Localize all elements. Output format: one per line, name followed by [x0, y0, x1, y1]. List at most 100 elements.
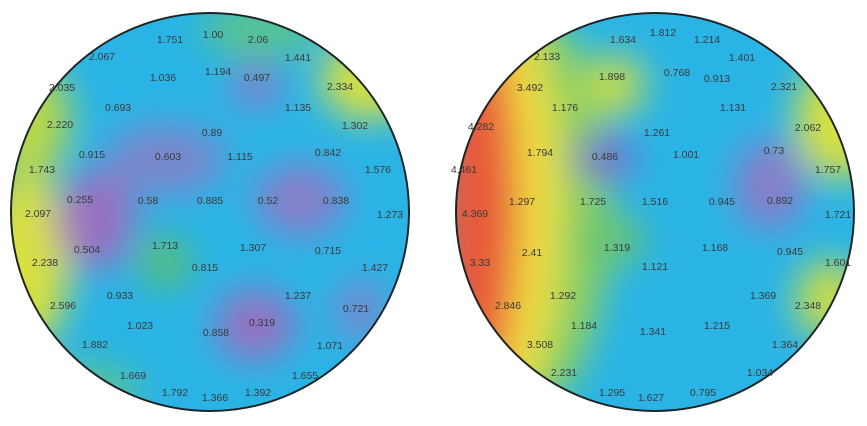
point-label: 1.713 — [152, 240, 178, 252]
point-label: 1.392 — [245, 387, 271, 399]
point-label: 0.73 — [764, 145, 785, 157]
point-label: 0.933 — [107, 290, 133, 302]
point-label: 1.401 — [729, 52, 755, 64]
point-label: 1.319 — [604, 242, 630, 254]
point-label: 2.133 — [534, 51, 560, 63]
point-label: 2.41 — [522, 247, 543, 259]
point-label: 1.292 — [550, 290, 576, 302]
point-label: 1.743 — [29, 164, 55, 176]
point-label: 1.812 — [650, 27, 676, 39]
point-label: 0.885 — [197, 195, 223, 207]
point-label: 1.131 — [720, 102, 746, 114]
point-label: 1.441 — [285, 52, 311, 64]
point-label: 0.815 — [192, 262, 218, 274]
point-label: 2.220 — [47, 119, 73, 131]
point-label: 2.062 — [795, 122, 821, 134]
point-label: 3.508 — [527, 339, 553, 351]
wafer-maps: 1.751 1.00 2.06 2.067 1.441 1.036 1.194 0.497 2.… — [0, 0, 867, 421]
point-label: 0.721 — [343, 303, 369, 315]
point-label: 2.097 — [25, 208, 51, 220]
point-label: 0.89 — [202, 127, 223, 139]
point-label: 1.341 — [640, 326, 666, 338]
point-label: 0.497 — [244, 72, 270, 84]
point-label: 1.307 — [240, 242, 266, 254]
point-label: 1.121 — [642, 261, 668, 273]
point-label: 0.52 — [258, 195, 279, 207]
point-label: 1.215 — [704, 320, 730, 332]
right-map — [438, 0, 867, 421]
point-label: 2.596 — [50, 300, 76, 312]
point-label: 1.168 — [702, 242, 728, 254]
point-label: 0.715 — [315, 245, 341, 257]
point-label: 2.321 — [771, 81, 797, 93]
point-label: 2.846 — [495, 300, 521, 312]
point-label: 1.898 — [599, 71, 625, 83]
point-label: 0.795 — [690, 387, 716, 399]
point-label: 1.364 — [772, 339, 798, 351]
point-label: 0.945 — [709, 196, 735, 208]
point-label: 0.945 — [777, 246, 803, 258]
point-label: 1.115 — [227, 151, 253, 163]
point-label: 0.892 — [767, 195, 793, 207]
point-label: 0.768 — [664, 67, 690, 79]
point-label: 1.034 — [747, 367, 773, 379]
point-label: 1.792 — [162, 387, 188, 399]
point-label: 1.369 — [750, 290, 776, 302]
point-label: 1.757 — [815, 164, 841, 176]
point-label: 2.06 — [248, 34, 269, 46]
point-label: 1.071 — [317, 340, 343, 352]
point-label: 1.794 — [527, 147, 553, 159]
point-label: 1.669 — [120, 370, 146, 382]
point-label: 0.319 — [249, 317, 275, 329]
point-label: 1.302 — [342, 120, 368, 132]
point-label: 2.067 — [89, 51, 115, 63]
point-label: 2.348 — [795, 300, 821, 312]
point-label: 3.492 — [517, 82, 543, 94]
point-label: 0.913 — [704, 73, 730, 85]
point-label: 1.634 — [610, 34, 636, 46]
point-label: 1.516 — [642, 196, 668, 208]
point-label: 1.627 — [638, 392, 664, 404]
point-label: 1.655 — [292, 370, 318, 382]
point-label: 2.231 — [551, 367, 577, 379]
point-label: 1.261 — [644, 127, 670, 139]
point-label: 2.238 — [32, 257, 58, 269]
point-label: 0.486 — [592, 151, 618, 163]
point-label: 4.369 — [462, 208, 488, 220]
point-label: 1.273 — [377, 209, 403, 221]
point-label: 4.282 — [468, 121, 494, 133]
point-label: 4.461 — [451, 164, 477, 176]
point-label: 0.915 — [79, 149, 105, 161]
point-label: 0.504 — [74, 244, 100, 256]
point-label: 1.721 — [825, 209, 851, 221]
point-label: 1.001 — [673, 149, 699, 161]
point-label: 1.882 — [82, 339, 108, 351]
point-label: 2.334 — [327, 81, 353, 93]
point-label: 1.427 — [362, 262, 388, 274]
point-label: 0.603 — [155, 151, 181, 163]
point-label: 1.576 — [365, 164, 391, 176]
point-label: 1.194 — [205, 66, 231, 78]
point-label: 1.023 — [127, 320, 153, 332]
point-label: 0.255 — [67, 194, 93, 206]
point-label: 1.036 — [150, 72, 176, 84]
point-label: 0.58 — [138, 195, 159, 207]
point-label: 0.842 — [315, 147, 341, 159]
left-map — [0, 0, 430, 421]
point-label: 1.601 — [825, 257, 851, 269]
point-label: 3.33 — [470, 257, 491, 269]
point-label: 1.184 — [571, 320, 597, 332]
point-label: 1.725 — [580, 196, 606, 208]
point-label: 1.297 — [509, 196, 535, 208]
point-label: 1.00 — [203, 29, 224, 41]
point-label: 1.176 — [552, 102, 578, 114]
point-label: 1.237 — [285, 290, 311, 302]
point-label: 1.751 — [157, 34, 183, 46]
point-label: 0.693 — [105, 102, 131, 114]
point-label: 1.295 — [599, 387, 625, 399]
point-label: 1.214 — [694, 34, 720, 46]
point-label: 1.135 — [285, 102, 311, 114]
point-label: 0.858 — [203, 327, 229, 339]
point-label: 0.838 — [323, 195, 349, 207]
point-label: 2.035 — [49, 82, 75, 94]
